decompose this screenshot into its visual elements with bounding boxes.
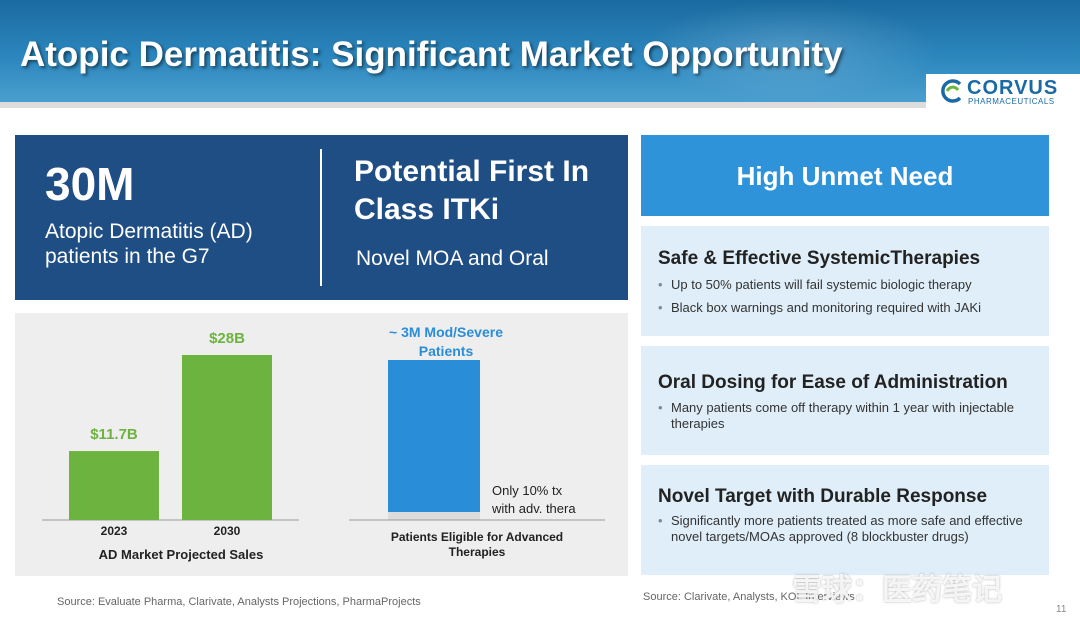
banner-underline — [0, 102, 1080, 108]
top-label: ~ 3M Mod/Severe — [389, 324, 503, 340]
bar-mod-severe-patients — [388, 360, 480, 512]
need-card-bullets: Up to 50% patients will fail systemic bi… — [658, 277, 1031, 323]
charts-panel: $11.7B 2023 $28B 2030 AD Market Projected Sa… — [15, 313, 628, 576]
chart-title: Patients Eligible for Advanced — [391, 530, 563, 544]
need-card-novel-target: Novel Target with Durable Response Signi… — [641, 465, 1049, 575]
logo-subtitle: PHARMACEUTICALS — [968, 97, 1055, 106]
logo-name: CORVUS — [967, 77, 1059, 99]
page-title: Atopic Dermatitis: Significant Market Op… — [20, 35, 843, 74]
source-note-right: Source: Clarivate, Analysts, KOL Intervi… — [643, 591, 855, 603]
need-card-bullets: Significantly more patients treated as m… — [658, 513, 1031, 552]
list-item: Many patients come off therapy within 1 … — [658, 400, 1031, 432]
panel-divider — [320, 149, 322, 286]
watermark: 雪球：医药笔记 — [792, 574, 1002, 607]
potential-subtitle: Novel MOA and Oral — [356, 247, 549, 270]
company-logo: CORVUS PHARMACEUTICALS — [926, 74, 1080, 108]
page-number: 11 — [1056, 604, 1067, 615]
bar-value-label: $11.7B — [90, 426, 138, 443]
need-card-heading: Oral Dosing for Ease of Administration — [658, 372, 1008, 393]
corvus-logo-icon — [941, 79, 962, 103]
patient-stat: 30M — [45, 158, 135, 210]
need-card-heading: Safe & Effective SystemicTherapies — [658, 248, 981, 269]
unmet-need-title: High Unmet Need — [736, 161, 954, 191]
potential-title: Potential First In Class ITKi — [354, 155, 590, 226]
title-banner: Atopic Dermatitis: Significant Market Op… — [0, 0, 1080, 102]
chart-title: Therapies — [449, 545, 506, 559]
bar-advanced-therapy-treated — [388, 512, 480, 520]
need-card-bullets: Many patients come off therapy within 1 … — [658, 400, 1031, 439]
bar-2023 — [69, 451, 159, 520]
need-card-heading: Novel Target with Durable Response — [658, 486, 988, 507]
side-annotation: with adv. thera — [491, 501, 576, 516]
top-label: Patients — [419, 343, 474, 359]
need-card-safety: Safe & Effective SystemicTherapies Up to… — [641, 226, 1049, 336]
chart-title: AD Market Projected Sales — [99, 547, 264, 562]
summary-panel: 30M Atopic Dermatitis (AD) patients in t… — [15, 135, 628, 300]
banner-highlight — [640, 0, 940, 102]
list-item: Significantly more patients treated as m… — [658, 513, 1031, 545]
need-card-oral: Oral Dosing for Ease of Administration M… — [641, 346, 1049, 455]
unmet-need-header: High Unmet Need — [641, 135, 1049, 216]
side-annotation: Only 10% tx — [492, 483, 563, 498]
x-tick-label: 2023 — [101, 524, 128, 538]
patient-stat-description: Atopic Dermatitis (AD) patients in the G… — [45, 220, 253, 268]
source-note-left: Source: Evaluate Pharma, Clarivate, Anal… — [57, 596, 421, 608]
list-item: Black box warnings and monitoring requir… — [658, 300, 1031, 316]
charts-svg: $11.7B 2023 $28B 2030 AD Market Projected Sa… — [42, 324, 605, 562]
x-tick-label: 2030 — [214, 524, 241, 538]
list-item: Up to 50% patients will fail systemic bi… — [658, 277, 1031, 293]
bar-2030 — [182, 355, 272, 520]
bar-value-label: $28B — [209, 330, 245, 347]
